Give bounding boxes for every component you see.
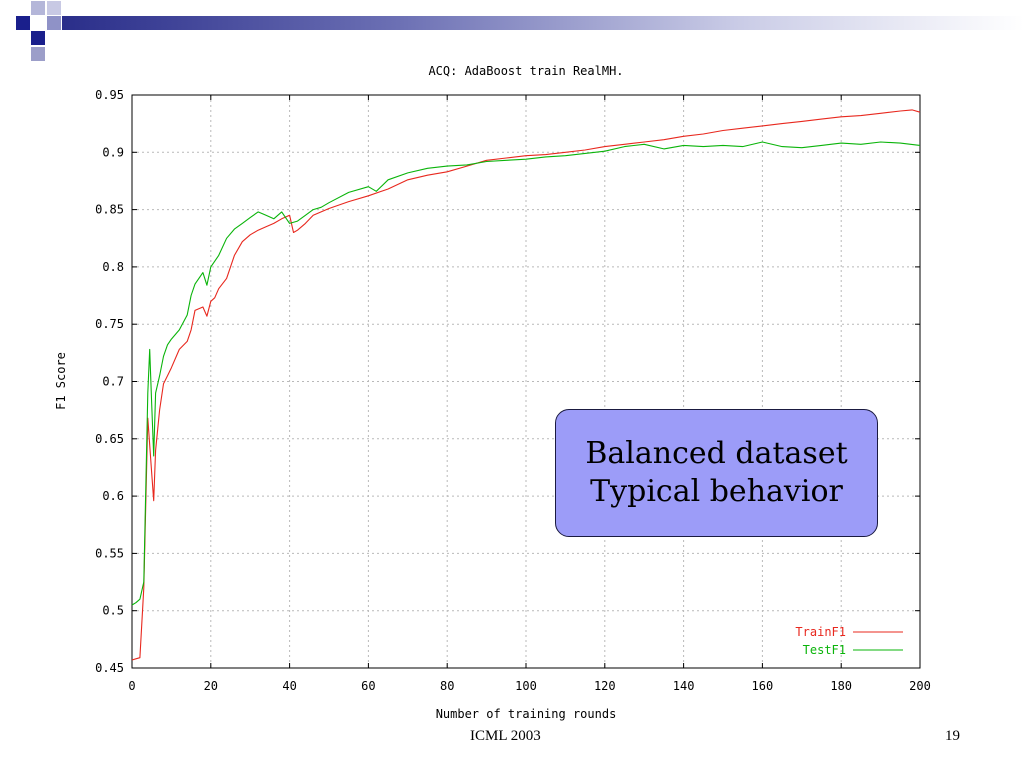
slide-page-number: 19 xyxy=(945,728,960,744)
y-tick-label: 0.75 xyxy=(95,317,124,331)
y-tick-label: 0.45 xyxy=(95,661,124,675)
y-tick-label: 0.6 xyxy=(102,489,124,503)
y-tick-label: 0.95 xyxy=(95,88,124,102)
deco-square-dark-center xyxy=(31,31,45,45)
x-tick-label: 200 xyxy=(909,679,931,693)
x-tick-label: 160 xyxy=(752,679,774,693)
y-tick-label: 0.7 xyxy=(102,375,124,389)
axis-ticks: 0 20 40 60 80 100 120 140 160 180 200 0.45 0.5 0.55 0.… xyxy=(95,88,931,693)
annotation-callout: Balanced dataset Typical behavior xyxy=(555,409,878,537)
x-axis-label: Number of training rounds xyxy=(436,707,617,721)
series-lines xyxy=(131,109,921,661)
callout-line-1: Balanced dataset xyxy=(585,436,848,471)
chart-legend: TrainF1 TestF1 xyxy=(795,625,903,657)
x-tick-label: 140 xyxy=(673,679,695,693)
deco-square-light-top-right xyxy=(47,1,61,15)
x-tick-label: 80 xyxy=(440,679,454,693)
deco-square-light-bottom xyxy=(31,47,45,61)
deco-square-dark-left xyxy=(16,16,30,30)
y-tick-label: 0.8 xyxy=(102,260,124,274)
footer-conference: ICML 2003 xyxy=(470,728,541,744)
y-axis-label: F1 Score xyxy=(54,352,68,410)
series-line-trainf1 xyxy=(131,109,921,661)
x-tick-label: 20 xyxy=(204,679,218,693)
chart-grid xyxy=(132,95,920,668)
slide-corner-decoration xyxy=(16,1,61,61)
deco-square-light-top xyxy=(31,1,45,15)
x-tick-label: 0 xyxy=(128,679,135,693)
x-tick-label: 120 xyxy=(594,679,616,693)
x-tick-label: 180 xyxy=(830,679,852,693)
y-tick-label: 0.65 xyxy=(95,432,124,446)
series-line-testf1 xyxy=(131,141,921,606)
x-tick-label: 40 xyxy=(282,679,296,693)
y-tick-label: 0.85 xyxy=(95,203,124,217)
slide-header-bar xyxy=(62,16,1024,30)
legend-label-trainf1: TrainF1 xyxy=(795,625,846,639)
y-tick-label: 0.5 xyxy=(102,604,124,618)
x-tick-label: 100 xyxy=(515,679,537,693)
chart-title: ACQ: AdaBoost train RealMH. xyxy=(428,64,623,78)
legend-label-testf1: TestF1 xyxy=(803,643,846,657)
callout-line-2: Typical behavior xyxy=(590,474,843,509)
y-tick-label: 0.55 xyxy=(95,546,124,560)
x-tick-label: 60 xyxy=(361,679,375,693)
deco-square-mid-right xyxy=(47,16,61,30)
y-tick-label: 0.9 xyxy=(102,145,124,159)
